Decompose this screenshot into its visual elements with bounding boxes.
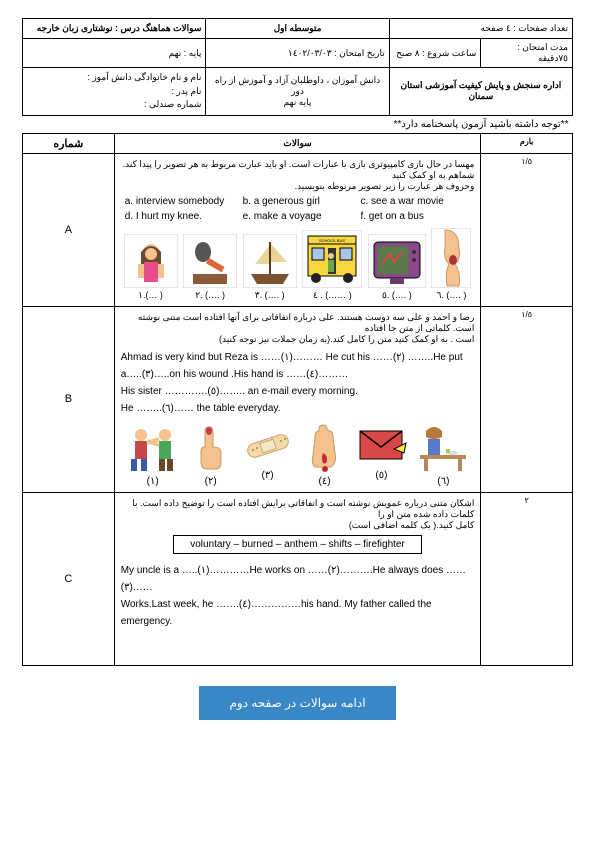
qA-num: A xyxy=(23,153,115,306)
qA-opt-a: a. interview somebody xyxy=(121,196,239,207)
qC-l1: My uncle is a …..(١)…………He works on ……(٢… xyxy=(121,562,475,596)
qA-text2: وحروف هر عبارت را زیر تصویر مربوطه بنویس… xyxy=(121,181,475,192)
qA-img2: ٢. (…. ) xyxy=(183,234,237,301)
bus-icon: SCHOOL BUS xyxy=(302,230,362,288)
qB-body: رضا و احمد و علی سه دوست هستند. علی دربا… xyxy=(114,306,481,492)
qB-lbl1: (١) xyxy=(125,476,181,487)
hdr-name: نام و نام خانوادگی دانش آموز : نام پدر :… xyxy=(23,68,206,116)
qC-fill: My uncle is a …..(١)…………He works on ……(٢… xyxy=(121,562,475,630)
svg-text:SCHOOL BUS: SCHOOL BUS xyxy=(319,238,345,243)
qC-wordbox: voluntary – burned – anthem – shifts – f… xyxy=(173,535,422,554)
hdr-grade: پایه : نهم xyxy=(23,39,206,68)
email-icon xyxy=(354,423,408,467)
qA-opts-row2: d. I hurt my knee. e. make a voyage f. g… xyxy=(121,211,475,222)
qA-img5: ٥. (…. ) xyxy=(368,234,426,301)
qB-lbl5: (٥) xyxy=(354,470,408,481)
continue-button[interactable]: ادامه سوالات در صفحه دوم xyxy=(199,686,395,720)
qC-num: C xyxy=(23,492,115,665)
qA-opt-e: e. make a voyage xyxy=(239,211,357,222)
col-score: بارم xyxy=(481,133,573,153)
qA-lbl5: ٥. (…. ) xyxy=(368,290,426,301)
qA-opt-d: d. I hurt my knee. xyxy=(121,211,239,222)
qC-wordbox-wrap: voluntary – burned – anthem – shifts – f… xyxy=(121,531,475,558)
qB-l2: a…..(٣)…..on his wound .His hand is ……(٤… xyxy=(121,366,475,383)
qB-img3: (٣) xyxy=(241,423,295,487)
exam-table: تعداد صفحات : ٤ صفحه متوسطه اول سوالات ه… xyxy=(22,18,573,666)
col-q: سوالات xyxy=(114,133,481,153)
blood-hand-icon xyxy=(303,423,347,473)
qA-opts-row1: a. interview somebody b. a generous girl… xyxy=(121,196,475,207)
qB-lbl6: (٦) xyxy=(416,476,470,487)
qB-fill: Ahmad is very kind but Reza is ……(١)……… … xyxy=(121,349,475,417)
qB-text2: است . به او کمک کنید متن را کامل کند.(به… xyxy=(121,334,475,345)
hdr-level: متوسطه اول xyxy=(206,19,389,39)
qA-img3: ٣. (…. ) xyxy=(243,234,297,301)
qB-images: (١) (٢) (٣) (٤) (٥) xyxy=(121,423,475,487)
qC-text1: اشکان متنی درباره عمویش نوشته است و اتفا… xyxy=(121,498,475,520)
hdr-duration: مدت امتحان : ٧٥دقیقه xyxy=(481,39,573,68)
qA-opt-b: b. a generous girl xyxy=(239,196,357,207)
qB-score: ١/٥ xyxy=(481,306,573,492)
qA-body: مهسا در حال بازی کامپیوتری بازی با عبارا… xyxy=(114,153,481,306)
hdr-org: اداره سنجش و پایش کیفیت آموزشی استان سمن… xyxy=(389,68,572,116)
qB-img1: (١) xyxy=(125,423,181,487)
qB-num: B xyxy=(23,306,115,492)
set-table-icon xyxy=(416,423,470,473)
hdr-date: تاریخ امتحان : ١٤٠٢/٠٣/٠٣ xyxy=(206,39,389,68)
qB-lbl4: (٤) xyxy=(303,476,347,487)
qB-l3: His sister ………….(٥)…….. an e-mail every … xyxy=(121,383,475,400)
qA-img4: SCHOOL BUS ٤ . (…… ) xyxy=(302,230,362,301)
qB-img6: (٦) xyxy=(416,423,470,487)
hdr-students: دانش آموزان ، داوطلبان آزاد و آموزش از ر… xyxy=(206,68,389,116)
qA-img6: ٦. (…. ) xyxy=(431,228,471,301)
tv-war-icon xyxy=(368,234,426,288)
ship-icon xyxy=(243,234,297,288)
qC-body: اشکان متنی درباره عمویش نوشته است و اتفا… xyxy=(114,492,481,665)
qB-img5: (٥) xyxy=(354,423,408,487)
qA-images: ١.(… ) ٢. (…. ) ٣. (…. ) SCHOOL BUS ٤ . … xyxy=(121,228,475,301)
continue-wrap: ادامه سوالات در صفحه دوم xyxy=(22,666,573,720)
hdr-start: ساعت شروع : ٨ صبح xyxy=(389,39,481,68)
finger-icon xyxy=(189,423,233,473)
qB-lbl3: (٣) xyxy=(241,470,295,481)
qA-img1: ١.(… ) xyxy=(124,234,178,301)
girl-icon xyxy=(124,234,178,288)
qA-text1: مهسا در حال بازی کامپیوتری بازی با عبارا… xyxy=(121,159,475,181)
hdr-subject: سوالات هماهنگ درس : نوشتاری زبان خارجه xyxy=(23,19,206,39)
qA-lbl3: ٣. (…. ) xyxy=(243,290,297,301)
notice: **توجه داشته باشید آزمون پاسخنامه دارد** xyxy=(23,115,573,133)
qB-text1: رضا و احمد و علی سه دوست هستند. علی دربا… xyxy=(121,312,475,334)
qA-score: ١/٥ xyxy=(481,153,573,306)
knee-icon xyxy=(431,228,471,288)
qB-l4: He ……..(٦)…… the table everyday. xyxy=(121,400,475,417)
col-num: شماره xyxy=(23,133,115,153)
qB-img4: (٤) xyxy=(303,423,347,487)
qC-l2: Works.Last week, he …….(٤)……………his hand.… xyxy=(121,596,475,630)
qB-img2: (٢) xyxy=(189,423,233,487)
fight-icon xyxy=(125,423,181,473)
qB-l1: Ahmad is very kind but Reza is ……(١)……… … xyxy=(121,349,475,366)
bandage-icon xyxy=(241,423,295,467)
qC-text2: کامل کنید.( یک کلمه اضافی است) xyxy=(121,520,475,531)
qA-lbl2: ٢. (…. ) xyxy=(183,290,237,301)
qA-opt-c: c. see a war movie xyxy=(356,196,474,207)
qA-opt-f: f. get on a bus xyxy=(356,211,474,222)
qA-lbl4: ٤ . (…… ) xyxy=(302,290,362,301)
qB-lbl2: (٢) xyxy=(189,476,233,487)
qA-lbl6: ٦. (…. ) xyxy=(431,290,471,301)
hdr-pages: تعداد صفحات : ٤ صفحه xyxy=(389,19,572,39)
qA-lbl1: ١.(… ) xyxy=(124,290,178,301)
qC-score: ٢ xyxy=(481,492,573,665)
microphone-icon xyxy=(183,234,237,288)
